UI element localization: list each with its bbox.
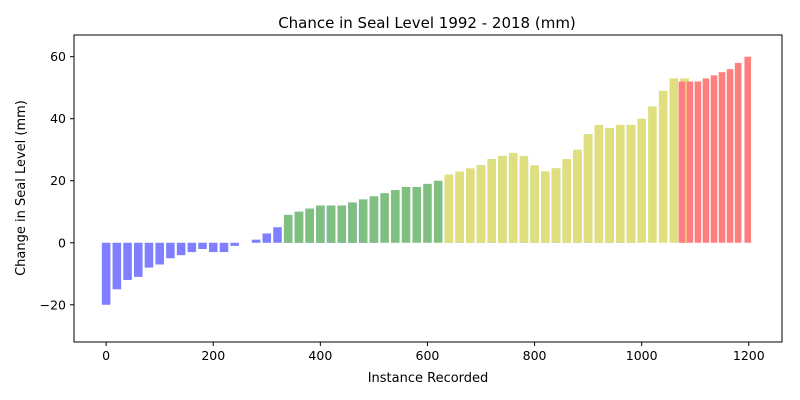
- bar-s0-4: [144, 242, 154, 268]
- bar-s3-6: [726, 69, 734, 243]
- bar-s2-5: [498, 155, 507, 243]
- bar-s1-5: [337, 205, 347, 243]
- y-tick-label: −20: [40, 297, 66, 312]
- chart-title: Chance in Seal Level 1992 - 2018 (mm): [278, 14, 576, 32]
- bar-s0-0: [101, 242, 111, 305]
- bar-s2-6: [508, 152, 518, 243]
- bar-s2-3: [476, 165, 486, 243]
- bar-s2-9: [541, 171, 550, 243]
- x-tick-label: 1200: [733, 348, 765, 363]
- x-axis: 0 200 400 600 800 1000 1200: [102, 342, 765, 363]
- bar-s3-3: [702, 78, 710, 243]
- bar-s1-11: [401, 186, 411, 243]
- bar-s0-6: [166, 242, 175, 259]
- bar-s3-2: [694, 81, 702, 243]
- bar-s0-2: [123, 242, 132, 280]
- bar-s3-1: [686, 81, 694, 243]
- bar-s3-0: [678, 81, 686, 243]
- bar-s0-15: [262, 233, 272, 243]
- bar-s0-10: [208, 242, 218, 253]
- bar-s2-13: [583, 134, 593, 243]
- bar-s1-7: [358, 199, 368, 243]
- bar-s2-2: [466, 168, 475, 243]
- bar-s2-8: [530, 165, 539, 243]
- y-axis-label: Change in Seal Level (mm): [14, 100, 29, 276]
- bar-s2-14: [594, 124, 604, 243]
- bar-s1-3: [316, 205, 325, 243]
- bar-s1-14: [433, 180, 443, 243]
- bar-s2-4: [487, 159, 497, 243]
- y-tick-label: 0: [58, 235, 66, 250]
- bar-s2-15: [605, 128, 614, 243]
- bar-s1-10: [391, 190, 400, 243]
- bar-s3-8: [744, 56, 752, 243]
- bar-s0-9: [198, 242, 207, 249]
- bar-s1-13: [423, 183, 432, 243]
- bar-s1-6: [348, 202, 357, 243]
- y-tick-label: 40: [50, 111, 66, 126]
- bar-s2-12: [573, 149, 582, 243]
- y-axis: −20 0 20 40 60: [40, 49, 74, 312]
- bar-s0-12: [230, 242, 239, 246]
- bar-s1-0: [283, 214, 293, 243]
- bar-s0-8: [187, 242, 197, 253]
- bar-s0-1: [112, 242, 122, 290]
- y-tick-label: 60: [50, 49, 66, 64]
- bar-s1-12: [412, 186, 422, 243]
- bar-s2-21: [669, 78, 679, 243]
- bar-s2-0: [444, 174, 454, 243]
- bar-s0-3: [133, 242, 143, 277]
- bar-s0-7: [176, 242, 186, 256]
- plot-frame: [73, 34, 783, 343]
- bar-s3-7: [734, 62, 742, 243]
- x-tick-label: 0: [102, 348, 110, 363]
- x-tick-label: 1000: [626, 348, 658, 363]
- x-tick-label: 200: [201, 348, 225, 363]
- bar-s2-7: [519, 155, 529, 243]
- bar-s1-1: [294, 211, 304, 243]
- x-axis-label: Instance Recorded: [368, 371, 489, 386]
- bar-s1-2: [305, 208, 314, 243]
- bar-s2-20: [658, 90, 668, 243]
- bar-s0-14: [251, 239, 261, 243]
- y-tick-label: 20: [50, 173, 66, 188]
- bar-s2-11: [562, 159, 571, 243]
- bar-s2-16: [615, 124, 625, 243]
- bar-s1-4: [326, 205, 336, 243]
- bar-s2-17: [626, 124, 636, 243]
- bar-s0-16: [273, 227, 282, 243]
- x-tick-label: 800: [523, 348, 547, 363]
- bar-s3-5: [718, 72, 726, 243]
- bar-s0-11: [219, 242, 229, 253]
- bar-s3-4: [710, 75, 718, 243]
- bar-layer: [101, 56, 752, 305]
- x-tick-label: 400: [308, 348, 332, 363]
- bar-s0-5: [155, 242, 164, 265]
- bar-s1-9: [380, 193, 389, 243]
- bar-s1-8: [369, 196, 379, 243]
- bar-s2-19: [648, 106, 657, 243]
- bar-s2-1: [455, 171, 464, 243]
- x-tick-label: 600: [416, 348, 440, 363]
- bar-s2-18: [637, 118, 646, 243]
- bar-s2-10: [551, 168, 561, 243]
